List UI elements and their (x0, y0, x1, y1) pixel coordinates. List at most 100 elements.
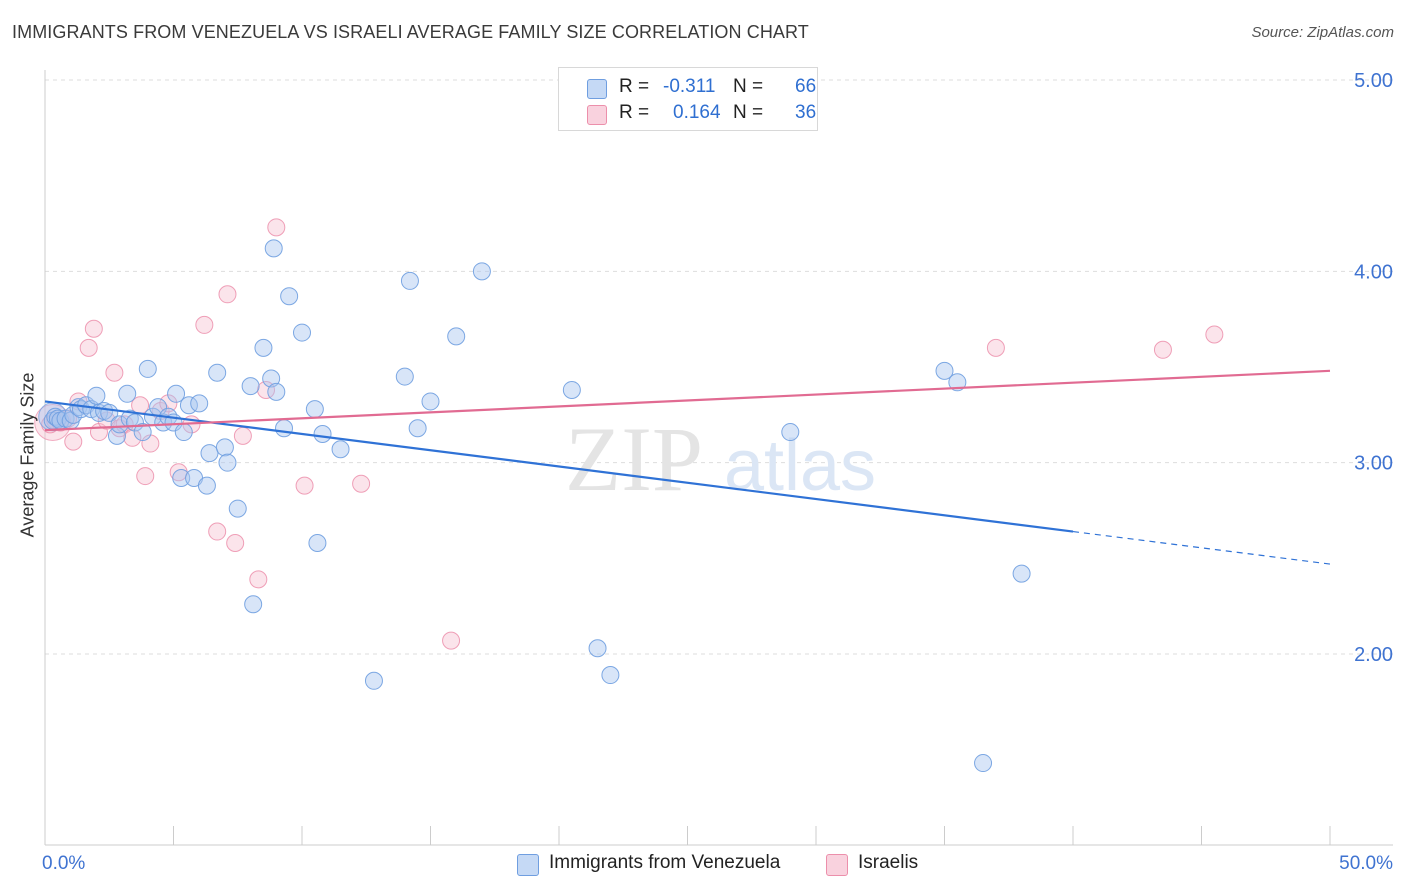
venezuela-point (562, 380, 581, 399)
israelis-point (105, 363, 124, 382)
source-label: Source: ZipAtlas.com (1251, 24, 1394, 41)
trend-lines (44, 369, 1331, 565)
bottom-legend-swatch-pink (826, 854, 848, 876)
venezuela-point (110, 415, 129, 434)
israelis-point (986, 338, 1005, 357)
israelis-trend-line (44, 369, 1331, 432)
venezuela-point (280, 287, 299, 306)
venezuela-point (208, 363, 227, 382)
venezuela-point (200, 444, 219, 463)
venezuela-point (395, 367, 414, 386)
venezuela-point (293, 323, 311, 342)
venezuela-point (935, 361, 954, 380)
tick-labels: 2.00 3.00 4.00 5.00 0.0% 50.0% (42, 70, 1393, 874)
venezuela-point (400, 271, 419, 290)
israelis-point (64, 432, 83, 451)
y-tick-label: 3.00 (1354, 453, 1393, 475)
venezuela-point (264, 239, 283, 258)
venezuela-point (244, 595, 263, 614)
israelis-point (123, 428, 142, 447)
venezuela-point (601, 666, 620, 685)
israelis-point (295, 476, 314, 495)
venezuela-point (174, 423, 193, 442)
venezuela-point (781, 423, 800, 442)
venezuela-point (331, 440, 350, 459)
legend-r-value: 0.164 (673, 102, 721, 123)
israelis-point (208, 522, 227, 541)
y-axis-label: Average Family Size (17, 372, 38, 538)
venezuela-point (218, 453, 237, 472)
legend-swatch-blue (587, 79, 607, 99)
legend-swatch-pink (587, 105, 607, 125)
venezuela-points (38, 239, 1031, 773)
israelis-point (136, 467, 155, 486)
y-tick-label: 4.00 (1354, 261, 1393, 283)
israelis-point (1205, 325, 1224, 344)
israelis-point (267, 218, 286, 237)
venezuela-point (313, 424, 332, 443)
venezuela-point (948, 373, 967, 392)
x-tick-label: 50.0% (1339, 853, 1393, 874)
israelis-point (79, 338, 98, 357)
chart-title: IMMIGRANTS FROM VENEZUELA VS ISRAELI AVE… (12, 22, 809, 42)
venezuela-trend-line (44, 400, 1074, 533)
legend-r-value: -0.311 (663, 76, 716, 97)
venezuela-point (262, 369, 281, 388)
venezuela-point (472, 262, 491, 281)
israelis-point (226, 534, 245, 553)
venezuela-point (215, 438, 234, 457)
correlation-legend: R = -0.311 N = 66 R = 0.164 N = 36 (558, 67, 818, 131)
venezuela-point (275, 419, 294, 438)
venezuela-point (154, 413, 173, 432)
venezuela-point (267, 382, 286, 401)
israelis-point (249, 570, 268, 589)
legend-n-label: N = (733, 102, 764, 123)
venezuela-point (588, 639, 607, 658)
venezuela-point (974, 754, 993, 773)
venezuela-point (167, 384, 186, 403)
venezuela-point (190, 394, 209, 413)
venezuela-point (305, 400, 324, 419)
venezuela-point (408, 419, 427, 438)
venezuela-point (241, 377, 260, 396)
legend-n-value: 66 (795, 76, 817, 97)
israelis-point (195, 315, 214, 334)
venezuela-point (133, 423, 152, 442)
venezuela-point (197, 476, 216, 495)
israelis-point (84, 319, 103, 338)
legend-r-label: R = (619, 76, 650, 97)
venezuela-trend-extension (1072, 530, 1331, 565)
legend-r-label: R = (619, 102, 650, 123)
israelis-point (352, 474, 371, 493)
legend-n-value: 36 (795, 102, 817, 123)
venezuela-point (228, 499, 247, 518)
bottom-legend-label: Israelis (858, 852, 919, 873)
israelis-point (442, 631, 461, 650)
israelis-points (34, 218, 1224, 650)
bottom-legend-swatch-blue (517, 854, 539, 876)
legend-n-label: N = (733, 76, 764, 97)
israelis-point (1153, 340, 1172, 359)
grid-lines (45, 79, 1393, 655)
venezuela-point (421, 392, 440, 411)
venezuela-point (364, 671, 383, 690)
venezuela-point (447, 327, 466, 346)
y-tick-label: 2.00 (1354, 644, 1393, 666)
venezuela-point (87, 386, 106, 405)
watermark-zip: ZIP (565, 408, 703, 510)
bottom-legend-label: Immigrants from Venezuela (549, 852, 781, 873)
axes (44, 70, 1393, 846)
israelis-point (233, 426, 252, 445)
venezuela-point (254, 338, 273, 357)
israelis-point (159, 394, 178, 413)
venezuela-point (308, 534, 327, 553)
venezuela-point (138, 359, 157, 378)
watermark-atlas: atlas (724, 426, 876, 506)
venezuela-point (118, 384, 137, 403)
y-tick-label: 5.00 (1354, 70, 1393, 92)
x-tick-label: 0.0% (42, 853, 85, 874)
venezuela-point (1012, 564, 1031, 583)
israelis-point (218, 285, 237, 304)
venezuela-point (172, 468, 191, 487)
